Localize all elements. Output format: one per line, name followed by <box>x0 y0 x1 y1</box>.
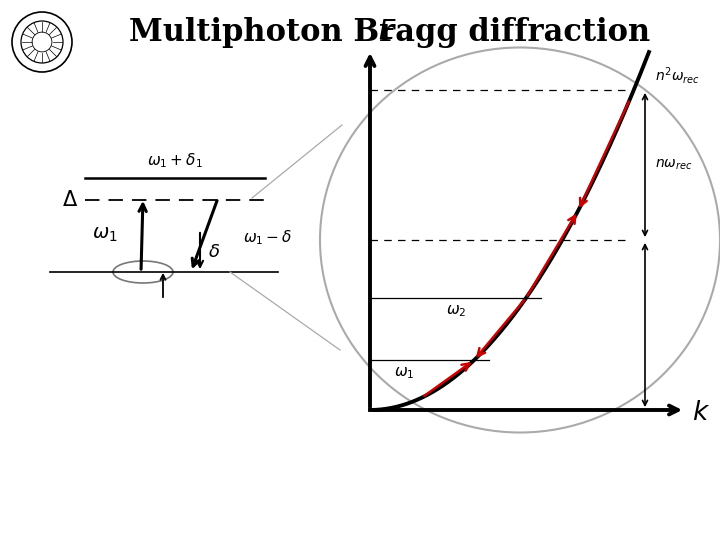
Text: $E$: $E$ <box>378 19 397 44</box>
Text: $\omega_2$: $\omega_2$ <box>446 303 466 319</box>
Text: $\delta$: $\delta$ <box>208 243 220 261</box>
Text: Multiphoton Bragg diffraction: Multiphoton Bragg diffraction <box>130 17 651 48</box>
Text: $\Delta$: $\Delta$ <box>62 190 78 210</box>
Text: $k$: $k$ <box>692 401 710 426</box>
Text: $\omega_1 + \delta_1$: $\omega_1 + \delta_1$ <box>147 151 203 170</box>
Text: $n\omega_{rec}$: $n\omega_{rec}$ <box>655 158 693 172</box>
Text: $\omega_1$: $\omega_1$ <box>92 226 118 244</box>
Text: $\omega_1 - \delta$: $\omega_1 - \delta$ <box>243 228 292 247</box>
Text: $n^2\omega_{rec}$: $n^2\omega_{rec}$ <box>655 65 700 86</box>
Text: $\omega_1$: $\omega_1$ <box>394 365 414 381</box>
